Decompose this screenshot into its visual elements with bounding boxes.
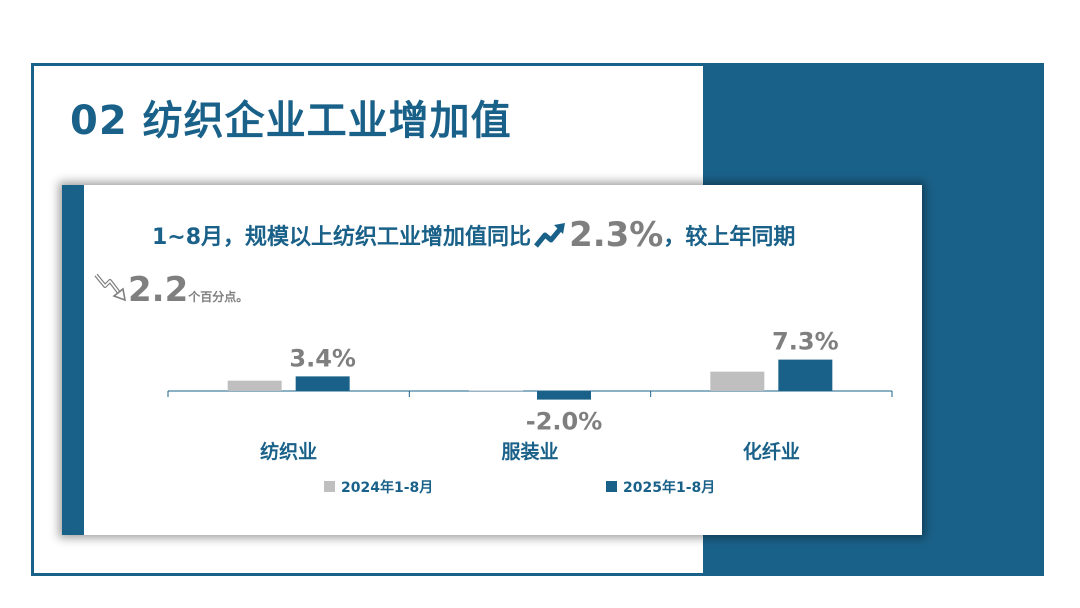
legend-label-2024: 2024年1-8月 bbox=[341, 480, 434, 496]
bar-2024-0 bbox=[227, 380, 282, 391]
category-label-2: 化纤业 bbox=[743, 440, 800, 463]
subline-value: 2.2 bbox=[128, 270, 189, 310]
subline: 2.2个百分点。 bbox=[92, 269, 248, 310]
headline-text-before: 1~8月，规模以上纺织工业增加值同比 bbox=[152, 225, 532, 250]
headline-text-after: ，较上年同期 bbox=[663, 225, 796, 250]
data-label-1: -2.0% bbox=[526, 408, 603, 436]
bar-2025-0 bbox=[295, 376, 350, 391]
category-label-0: 纺织业 bbox=[260, 440, 317, 463]
legend-item-2024: 2024年1-8月 bbox=[324, 477, 433, 497]
legend-item-2025: 2025年1-8月 bbox=[606, 477, 715, 497]
headline: 1~8月，规模以上纺织工业增加值同比 2.3%，较上年同期 bbox=[152, 215, 795, 255]
category-label-1: 服装业 bbox=[501, 440, 558, 463]
data-label-0: 3.4% bbox=[289, 344, 356, 372]
subline-unit: 个百分点。 bbox=[188, 290, 249, 304]
data-label-2: 7.3% bbox=[772, 328, 839, 356]
arrow-up-icon bbox=[533, 220, 567, 250]
legend-swatch-2024 bbox=[324, 481, 335, 492]
chart-card: 1~8月，规模以上纺织工业增加值同比 2.3%，较上年同期 2.2个百分点。 3.… bbox=[62, 185, 922, 535]
bar-2024-2 bbox=[710, 371, 765, 391]
arrow-down-icon bbox=[92, 269, 128, 305]
headline-value: 2.3% bbox=[569, 215, 664, 255]
page-title: 02 纺织企业工业增加值 bbox=[70, 98, 512, 144]
bar-2025-2 bbox=[778, 359, 833, 391]
legend-label-2025: 2025年1-8月 bbox=[623, 480, 716, 496]
bar-2024-1 bbox=[469, 390, 523, 392]
bar-2025-1 bbox=[537, 391, 591, 400]
legend-swatch-2025 bbox=[606, 481, 617, 492]
bar-chart: 3.4% 纺织业 -2.0% 服装业 7.3% 化纤业 bbox=[167, 328, 893, 463]
card-accent-bar bbox=[62, 185, 84, 535]
